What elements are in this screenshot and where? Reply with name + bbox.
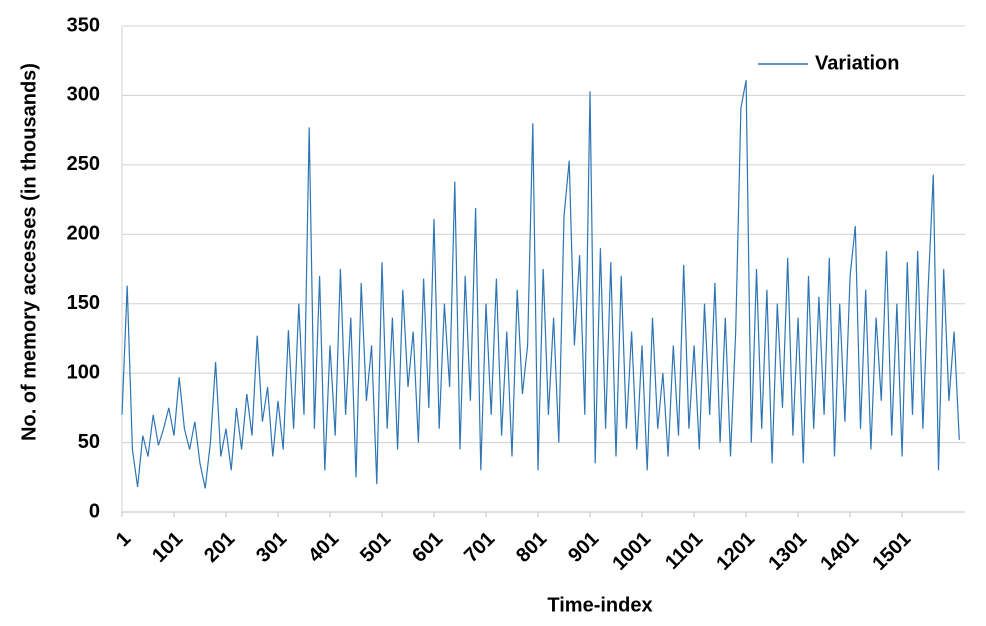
y-tick-label: 350 — [67, 14, 100, 36]
y-tick-label: 100 — [67, 361, 100, 383]
x-tick-label: 801 — [512, 528, 551, 567]
y-tick-label: 50 — [78, 431, 100, 453]
y-tick-label: 200 — [67, 223, 100, 245]
x-tick-label: 201 — [200, 528, 239, 567]
x-tick-label: 1501 — [868, 528, 915, 575]
x-axis-title: Time-index — [547, 594, 652, 616]
x-tick-label: 601 — [408, 528, 447, 567]
x-tick-label: 1001 — [608, 528, 655, 575]
y-tick-label: 0 — [89, 500, 100, 522]
x-tick-label: 1401 — [816, 528, 863, 575]
x-tick-label: 1 — [112, 528, 135, 551]
x-tick-label: 101 — [148, 528, 187, 567]
y-axis-title: No. of memory accesses (in thousands) — [18, 63, 40, 441]
legend-label: Variation — [815, 52, 899, 74]
data-line — [121, 80, 960, 489]
x-tick-label: 1301 — [764, 528, 811, 575]
y-tick-label: 150 — [67, 292, 100, 314]
x-tick-label: 901 — [564, 528, 603, 567]
y-tick-label: 300 — [67, 84, 100, 106]
x-tick-label: 1201 — [712, 528, 759, 575]
x-tick-label: 701 — [460, 528, 499, 567]
x-tick-label: 501 — [356, 528, 395, 567]
x-tick-label: 401 — [304, 528, 343, 567]
x-tick-label: 1101 — [661, 528, 707, 574]
y-tick-label: 250 — [67, 153, 100, 175]
x-tick-label: 301 — [252, 528, 291, 567]
